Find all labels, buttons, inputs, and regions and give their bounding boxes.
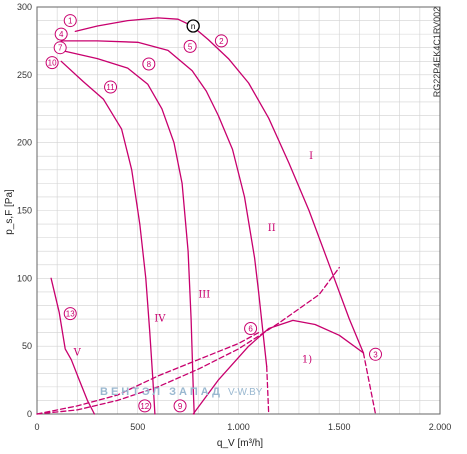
region-label-I: I: [309, 151, 313, 162]
marker-circle: [142, 57, 156, 71]
axes: 0 500 1.000 1.500 2.000 0 50 100 150 200 250 300: [17, 2, 451, 432]
marker-5: 5: [183, 39, 197, 53]
marker-label: 1: [68, 17, 73, 26]
marker-7: 7: [53, 41, 67, 55]
op-point: n: [186, 19, 200, 33]
marker-circle: [183, 39, 197, 53]
marker-6: 6: [244, 322, 258, 336]
marker-label: 3: [373, 350, 378, 359]
marker-10: 10: [45, 56, 59, 70]
region-label-II: II: [268, 223, 276, 234]
marker-circle: [54, 27, 68, 41]
marker-3: 3: [369, 347, 383, 361]
plot-frame: [36, 6, 441, 415]
watermark-left: ВЕНТЭЛ ЗАПАД: [100, 386, 223, 398]
curve-i: [74, 17, 365, 354]
marker-label: 8: [147, 60, 152, 69]
marker-circle: [138, 399, 152, 413]
marker-label: 12: [140, 402, 149, 411]
marker-4: 4: [54, 27, 68, 41]
marker-circle: [244, 322, 258, 336]
marker-2: 2: [214, 34, 228, 48]
curve-iv: [60, 60, 156, 415]
region-label-IV: IV: [154, 314, 166, 325]
curve-syscurve-b: [36, 331, 260, 415]
region-label-1: 1): [302, 354, 312, 365]
y-tick-label: 300: [17, 2, 32, 12]
marker-circle: [369, 347, 383, 361]
marker-1: 1: [63, 14, 77, 28]
x-tick-label: 2.000: [429, 422, 452, 432]
curve-ii-ext: [266, 365, 270, 415]
marker-label: 6: [248, 325, 253, 334]
marker-12: 12: [138, 399, 152, 413]
y-tick-label: 200: [17, 138, 32, 148]
curves: [36, 17, 377, 415]
marker-8: 8: [142, 57, 156, 71]
x-tick-label: 1.000: [227, 422, 250, 432]
marker-13: 13: [63, 307, 77, 321]
curve-iii: [60, 49, 195, 415]
marker-label: 4: [59, 30, 64, 39]
y-tick-label: 100: [17, 273, 32, 283]
curve-syscurve-a: [36, 266, 340, 415]
curve-v: [50, 277, 96, 415]
marker-circle: [63, 307, 77, 321]
marker-9: 9: [173, 399, 187, 413]
y-tick-label: 150: [17, 206, 32, 216]
x-tick-label: 1.500: [328, 422, 351, 432]
region-label-III: III: [198, 289, 210, 300]
x-tick-label: 0: [34, 422, 39, 432]
marker-label: 7: [58, 44, 63, 53]
y-axis-label: p_s,F [Pa]: [4, 189, 15, 235]
marker-circle: [214, 34, 228, 48]
marker-label: 11: [106, 83, 115, 92]
marker-label: 13: [66, 310, 75, 319]
marker-label: 10: [48, 59, 57, 68]
x-axis-label: q_V [m³/h]: [217, 438, 263, 449]
curve-1-: [192, 319, 365, 415]
op-point-label: n: [191, 22, 195, 31]
op-point-circle: [186, 19, 200, 33]
marker-label: 9: [178, 402, 183, 411]
curve-i-ext: [362, 352, 377, 415]
marker-circle: [173, 399, 187, 413]
marker-circle: [63, 14, 77, 28]
x-tick-label: 500: [130, 422, 145, 432]
marker-label: 2: [219, 37, 224, 46]
marker-11: 11: [104, 80, 118, 94]
y-tick-label: 0: [27, 409, 32, 419]
marker-circle: [53, 41, 67, 55]
model-label: RG22P4EK4C1RV002: [432, 7, 442, 97]
y-tick-label: 250: [17, 70, 32, 80]
marker-circle: [104, 80, 118, 94]
marker-label: 5: [188, 42, 193, 51]
y-tick-label: 50: [22, 341, 32, 351]
curve-ii: [60, 40, 268, 368]
marker-circle: [45, 56, 59, 70]
watermark-right: V-W.BY: [228, 387, 263, 398]
region-label-V: V: [73, 348, 82, 359]
